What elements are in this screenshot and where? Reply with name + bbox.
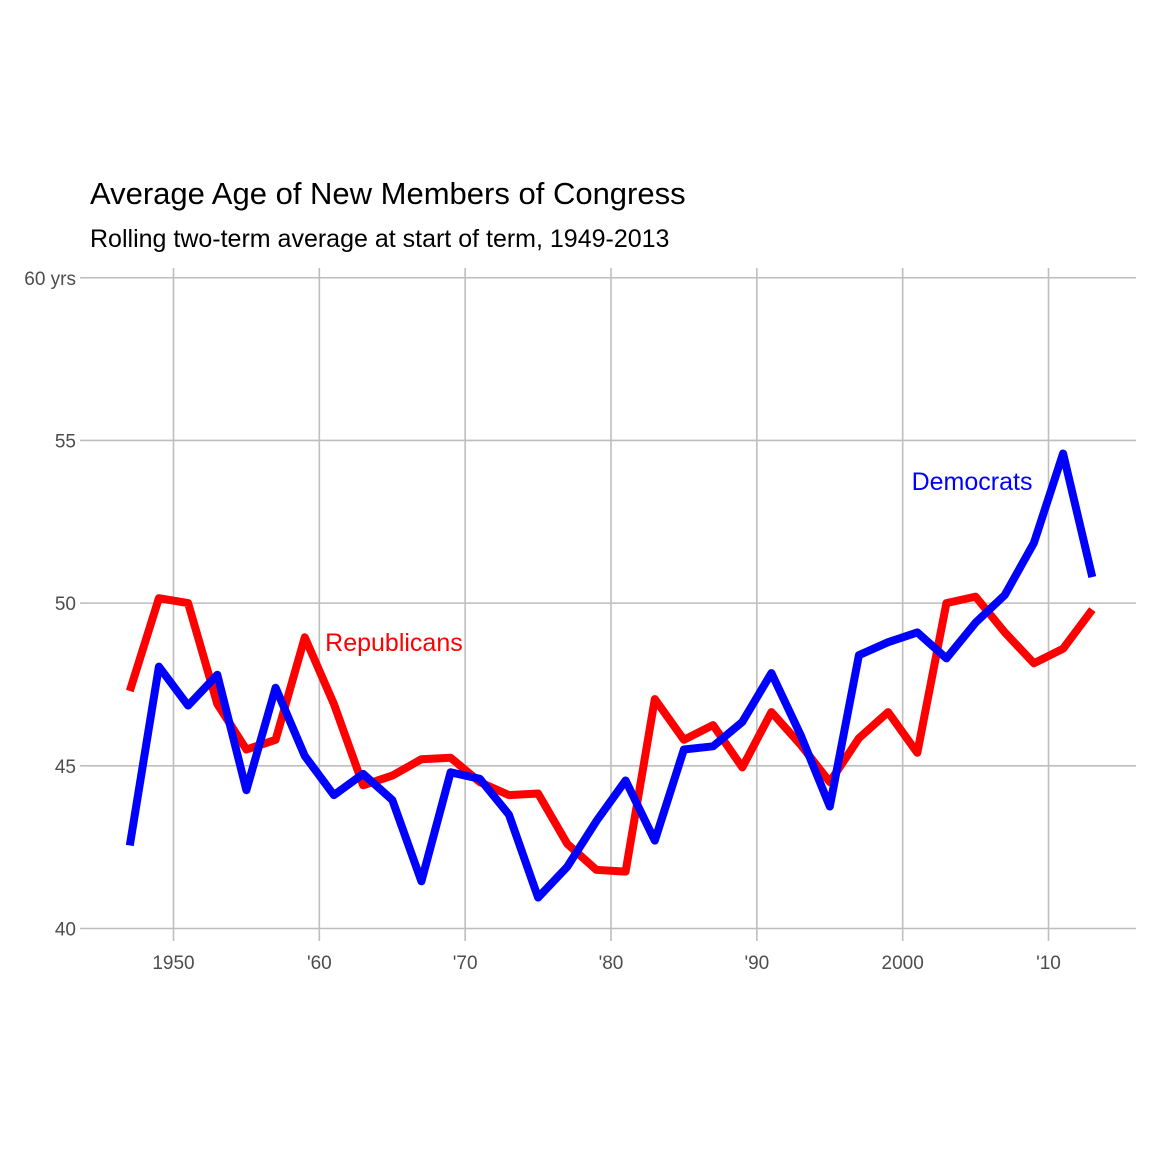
y-tick-label-4: 60 yrs [24, 269, 76, 290]
x-tick-label-6: '10 [1036, 953, 1061, 974]
series-labels: Republicans Democrats [325, 468, 1032, 657]
series-line-republicans [125, 592, 1096, 876]
y-tick-label-2: 50 [55, 594, 76, 615]
x-tick-label-4: '90 [744, 953, 769, 974]
y-tick-label-3: 55 [55, 431, 76, 452]
x-tick-label-1: '60 [307, 953, 332, 974]
x-tick-label-0: 1950 [152, 953, 194, 974]
y-tick-label-0: 40 [55, 919, 76, 940]
chart-subtitle: Rolling two-term average at start of ter… [90, 225, 669, 253]
series-label-democrats: Democrats [912, 468, 1033, 496]
x-tick-label-2: '70 [453, 953, 478, 974]
axis-ticks: 40 45 50 55 60 yrs 1950 '60 '70 '80 '90 2000 '10 [24, 269, 1061, 974]
chart-title: Average Age of New Members of Congress [90, 176, 686, 211]
y-tick-label-1: 45 [55, 757, 76, 778]
x-tick-label-3: '80 [599, 953, 624, 974]
series-lines [125, 449, 1097, 902]
series-line-democrats [125, 449, 1097, 902]
x-tick-label-5: 2000 [882, 953, 924, 974]
series-label-republicans: Republicans [325, 629, 463, 657]
